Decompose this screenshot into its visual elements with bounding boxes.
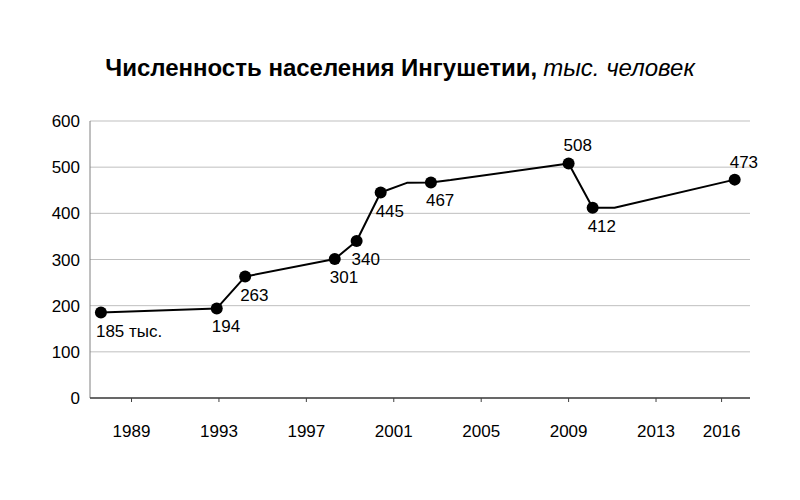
marker: [211, 302, 223, 314]
x-tick: [656, 398, 657, 402]
x-tick-label: 2016: [703, 422, 741, 441]
data-label: 301: [330, 268, 358, 287]
marker: [329, 253, 341, 265]
chart-container: Численность населения Ингушетии,тыс. чел…: [0, 0, 800, 500]
data-label: 340: [352, 250, 380, 269]
x-axis: [90, 397, 750, 399]
x-tick: [721, 398, 722, 402]
x-tick: [481, 398, 482, 402]
x-tick-label: 2013: [637, 422, 675, 441]
title-block: Численность населения Ингушетии,тыс. чел…: [105, 54, 696, 81]
grid-line: [90, 398, 750, 399]
subtitle: тыс. человек: [543, 54, 696, 81]
grid-line: [90, 351, 750, 352]
x-tick: [568, 398, 569, 402]
x-tick-label: 1997: [287, 422, 325, 441]
title: Численность населения Ингушетии,: [105, 54, 537, 81]
x-tick-label: 2009: [550, 422, 588, 441]
y-tick-label: 0: [71, 389, 80, 408]
x-tick-label: 1993: [200, 422, 238, 441]
data-label: 194: [212, 317, 240, 336]
data-label: 508: [564, 136, 592, 155]
x-tick-label: 2001: [375, 422, 413, 441]
y-tick-label: 100: [52, 343, 80, 362]
marker: [375, 187, 387, 199]
x-tick: [306, 398, 307, 402]
y-axis: [90, 121, 91, 398]
y-tick-label: 300: [52, 251, 80, 270]
grid-line: [90, 167, 750, 168]
data-label: 185 тыс.: [96, 322, 162, 341]
data-label: 445: [376, 202, 404, 221]
chart-svg: Численность населения Ингушетии,тыс. чел…: [0, 0, 800, 500]
y-tick-label: 600: [52, 112, 80, 131]
grid-line: [90, 305, 750, 306]
data-label: 467: [426, 191, 454, 210]
x-tick: [393, 398, 394, 402]
grid-line: [90, 121, 750, 122]
marker: [587, 202, 599, 214]
y-tick-label: 500: [52, 158, 80, 177]
data-label: 412: [588, 217, 616, 236]
x-tick-label: 2005: [462, 422, 500, 441]
y-tick-label: 400: [52, 204, 80, 223]
plot-area: [95, 157, 741, 318]
data-label: 473: [730, 153, 758, 172]
marker: [95, 307, 107, 319]
x-tick: [218, 398, 219, 402]
marker: [351, 235, 363, 247]
x-tick: [131, 398, 132, 402]
grid-line: [90, 213, 750, 214]
data-label: 263: [240, 286, 268, 305]
marker: [729, 174, 741, 186]
line: [101, 163, 735, 312]
x-tick-label: 1989: [113, 422, 151, 441]
grid: [90, 121, 750, 398]
marker: [425, 176, 437, 188]
grid-line: [90, 259, 750, 260]
y-tick-label: 200: [52, 297, 80, 316]
marker: [239, 271, 251, 283]
marker: [563, 157, 575, 169]
